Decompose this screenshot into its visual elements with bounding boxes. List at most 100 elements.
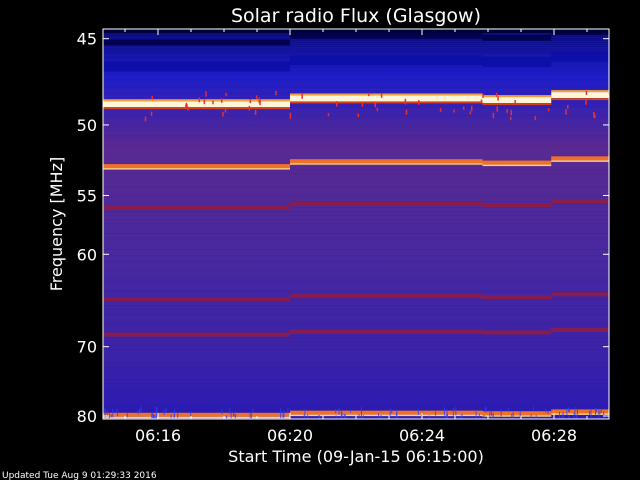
noise-stripe — [103, 185, 609, 186]
low-freq-speck — [335, 408, 337, 414]
noise-stripe — [103, 43, 609, 44]
y-tick-label: 60 — [77, 245, 97, 264]
noise-stripe — [103, 283, 609, 284]
band-dark-blue — [290, 32, 483, 39]
noise-stripe — [103, 53, 609, 54]
noise-stripe — [103, 317, 609, 318]
burst-speck — [368, 92, 370, 97]
low-freq-speck — [280, 408, 282, 414]
noise-stripe — [103, 195, 609, 196]
low-freq-speck — [344, 414, 346, 419]
band-blue — [103, 61, 290, 72]
band-blue — [551, 51, 609, 62]
noise-stripe — [103, 157, 609, 158]
noise-stripe — [103, 191, 609, 192]
burst-speck — [150, 111, 153, 116]
noise-stripe — [103, 395, 609, 396]
low-freq-speck — [596, 408, 598, 413]
burst-speck — [567, 105, 569, 109]
low-freq-speck — [485, 407, 487, 413]
burst-speck — [357, 113, 360, 117]
burst-speck — [256, 95, 258, 99]
noise-stripe — [103, 141, 609, 142]
noise-stripe — [103, 375, 609, 376]
band-dark-blue — [103, 39, 290, 46]
low-freq-speck — [140, 406, 142, 414]
low-freq-speck — [576, 409, 578, 417]
noise-stripe — [103, 355, 609, 356]
low-freq-speck — [116, 408, 118, 414]
noise-stripe — [103, 227, 609, 228]
noise-stripe — [103, 323, 609, 324]
noise-stripe — [103, 359, 609, 360]
noise-stripe — [103, 167, 609, 168]
noise-stripe — [103, 291, 609, 292]
low-freq-speck — [443, 407, 445, 416]
band-dark-red — [103, 332, 290, 337]
burst-speck — [470, 105, 473, 112]
noise-stripe — [103, 105, 609, 106]
noise-stripe — [103, 361, 609, 362]
noise-stripe — [103, 69, 609, 70]
noise-stripe — [103, 207, 609, 208]
noise-stripe — [103, 327, 609, 328]
band-orange — [482, 160, 552, 165]
noise-stripe — [103, 89, 609, 90]
band-white-hot — [290, 95, 483, 102]
low-freq-speck — [603, 411, 605, 419]
low-freq-speck — [574, 407, 576, 416]
low-freq-speck — [478, 413, 480, 418]
x-tick-label: 06:28 — [531, 426, 577, 445]
band-dark-red — [482, 202, 552, 207]
noise-stripe — [103, 239, 609, 240]
noise-stripe — [103, 393, 609, 394]
noise-stripe — [103, 153, 609, 154]
noise-stripe — [103, 217, 609, 218]
low-freq-speck — [428, 415, 430, 419]
noise-stripe — [103, 353, 609, 354]
noise-stripe — [103, 311, 609, 312]
noise-stripe — [103, 45, 609, 46]
low-freq-speck — [484, 406, 486, 413]
noise-stripe — [103, 123, 609, 124]
noise-stripe — [103, 407, 609, 408]
low-freq-speck — [341, 411, 343, 419]
low-freq-speck — [489, 414, 491, 419]
burst-speck — [565, 109, 567, 115]
noise-stripe — [103, 115, 609, 116]
low-freq-speck — [235, 414, 237, 419]
low-freq-speck — [511, 413, 513, 419]
band-halo — [551, 98, 609, 101]
low-freq-speck — [483, 415, 485, 419]
y-tick-label: 80 — [77, 407, 97, 426]
noise-stripe — [103, 289, 609, 290]
low-freq-speck — [137, 410, 139, 415]
x-tick-label: 06:16 — [135, 426, 181, 445]
low-freq-speck — [446, 413, 448, 419]
noise-stripe — [103, 257, 609, 258]
band-halo — [551, 413, 609, 415]
burst-speck — [534, 115, 537, 121]
noise-stripe — [103, 287, 609, 288]
low-freq-speck — [170, 414, 172, 419]
low-freq-speck — [589, 410, 591, 415]
noise-stripe — [103, 253, 609, 254]
burst-speck — [418, 100, 420, 106]
low-freq-speck — [598, 410, 600, 418]
band-white-hot — [482, 97, 552, 104]
noise-stripe — [103, 83, 609, 84]
noise-stripe — [103, 117, 609, 118]
low-freq-speck — [335, 415, 337, 419]
low-freq-speck — [532, 407, 534, 411]
noise-stripe — [103, 81, 609, 82]
burst-speck — [506, 109, 509, 113]
y-tick-label: 45 — [77, 30, 97, 49]
noise-stripe — [103, 251, 609, 252]
burst-speck — [222, 111, 224, 117]
noise-stripe — [103, 263, 609, 264]
band-dark-blue — [482, 34, 552, 41]
noise-stripe — [103, 339, 609, 340]
y-axis: 45 50 55 60 70 80 — [77, 30, 609, 426]
noise-stripe — [103, 129, 609, 130]
burst-speck — [462, 106, 465, 110]
